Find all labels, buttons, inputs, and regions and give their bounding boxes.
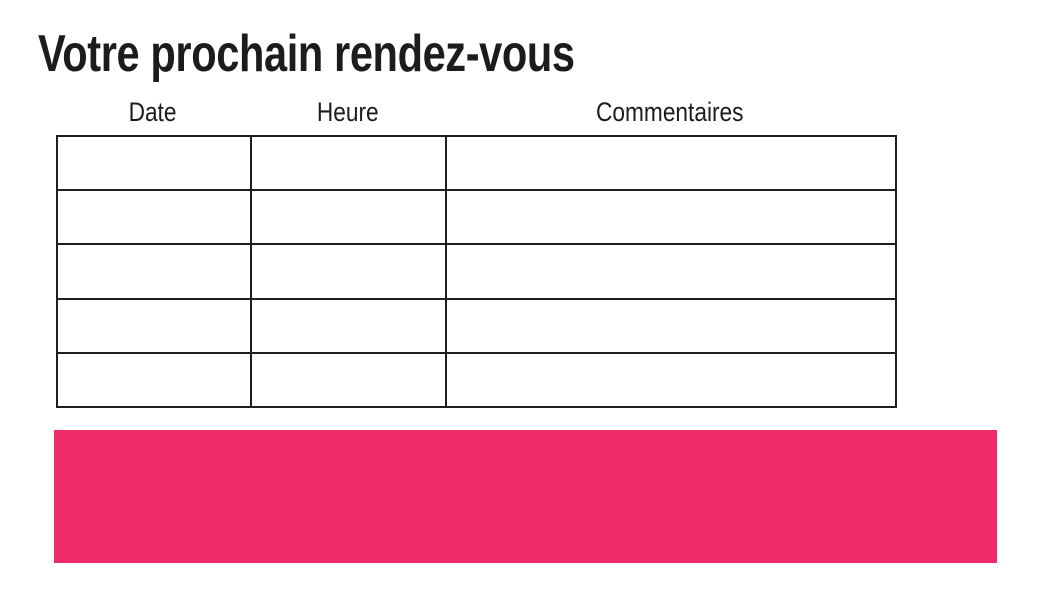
appointments-table (56, 134, 897, 409)
cell-date (56, 351, 252, 409)
cell-heure (250, 189, 447, 246)
column-header-commentaires: Commentaires (445, 94, 895, 130)
cell-date (56, 243, 252, 300)
cell-date (56, 134, 252, 192)
column-header-date: Date (56, 94, 250, 130)
cell-heure (250, 297, 447, 354)
cell-commentaires (445, 134, 897, 192)
cell-commentaires (445, 297, 897, 354)
column-header-date-label: Date (129, 96, 177, 127)
table-row (56, 134, 897, 192)
cell-heure (250, 243, 447, 300)
column-header-heure-label: Heure (316, 96, 379, 127)
cell-commentaires (445, 351, 897, 409)
cell-date (56, 297, 252, 354)
page-title: Votre prochain rendez-vous (38, 25, 575, 83)
cell-date (56, 189, 252, 246)
cell-commentaires (445, 243, 897, 300)
table-row (56, 189, 897, 246)
column-header-heure: Heure (250, 94, 445, 130)
table-row (56, 243, 897, 300)
cell-heure (250, 134, 447, 192)
column-header-commentaires-label: Commentaires (596, 96, 744, 127)
table-header-row: Date Heure Commentaires (56, 94, 895, 130)
pink-banner (54, 430, 997, 563)
cell-commentaires (445, 189, 897, 246)
table-row (56, 297, 897, 354)
table-row (56, 351, 897, 409)
cell-heure (250, 351, 447, 409)
